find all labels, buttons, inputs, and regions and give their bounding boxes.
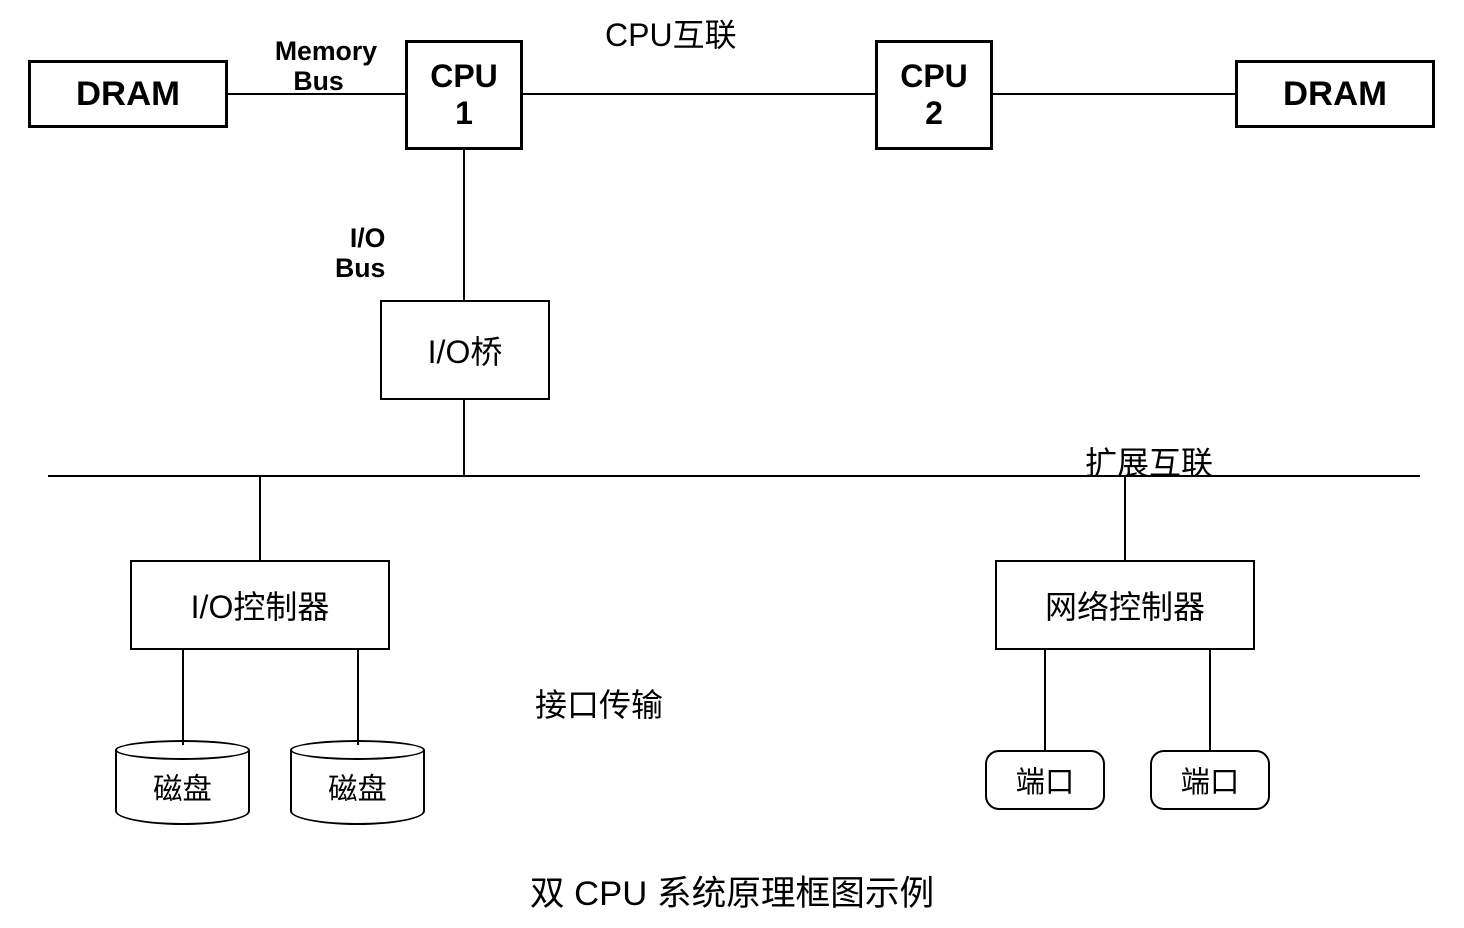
port2-label: 端口 [1181, 759, 1240, 801]
edge-extbus [48, 475, 1420, 477]
extlink-label: 扩展互联 [1085, 438, 1213, 484]
iobridge-node: I/O桥 [380, 300, 550, 400]
diagram-caption: 双 CPU 系统原理框图示例 [0, 865, 1464, 915]
netctl-label: 网络控制器 [1045, 582, 1205, 628]
port1-node: 端口 [985, 750, 1105, 810]
port1-label: 端口 [1016, 759, 1075, 801]
edge-extbus-netctl [1124, 477, 1126, 560]
edge-ioctl-disk1 [182, 650, 184, 745]
disk2-label: 磁盘 [328, 766, 387, 808]
dram2-node: DRAM [1235, 60, 1435, 128]
cpu1-node: CPU 1 [405, 40, 523, 150]
iobridge-label: I/O桥 [428, 327, 503, 373]
disk1-label: 磁盘 [153, 766, 212, 808]
cpu2-label: CPU 2 [900, 58, 968, 132]
edge-dram1-cpu1 [228, 93, 405, 95]
cpulink-label: CPU互联 [605, 10, 737, 56]
disk2-node: 磁盘 [290, 740, 425, 830]
dram1-node: DRAM [28, 60, 228, 128]
ioctl-node: I/O控制器 [130, 560, 390, 650]
disk1-node: 磁盘 [115, 740, 250, 830]
dram1-label: DRAM [76, 75, 180, 114]
dram2-label: DRAM [1283, 75, 1387, 114]
iobus-label: I/O Bus [335, 195, 385, 283]
edge-netctl-port1 [1044, 650, 1046, 750]
edge-ioctl-disk2 [357, 650, 359, 745]
netctl-node: 网络控制器 [995, 560, 1255, 650]
edge-iobridge-extbus [463, 400, 465, 475]
port2-node: 端口 [1150, 750, 1270, 810]
edge-cpu1-iobridge [463, 150, 465, 300]
membus-label: Memory Bus [260, 8, 377, 96]
cpu1-label: CPU 1 [430, 58, 498, 132]
edge-cpu2-dram2 [993, 93, 1235, 95]
edge-netctl-port2 [1209, 650, 1211, 750]
iftx-label: 接口传输 [535, 680, 663, 726]
ioctl-label: I/O控制器 [191, 582, 330, 628]
edge-cpu1-cpu2 [523, 93, 875, 95]
cpu2-node: CPU 2 [875, 40, 993, 150]
edge-extbus-ioctl [259, 477, 261, 560]
